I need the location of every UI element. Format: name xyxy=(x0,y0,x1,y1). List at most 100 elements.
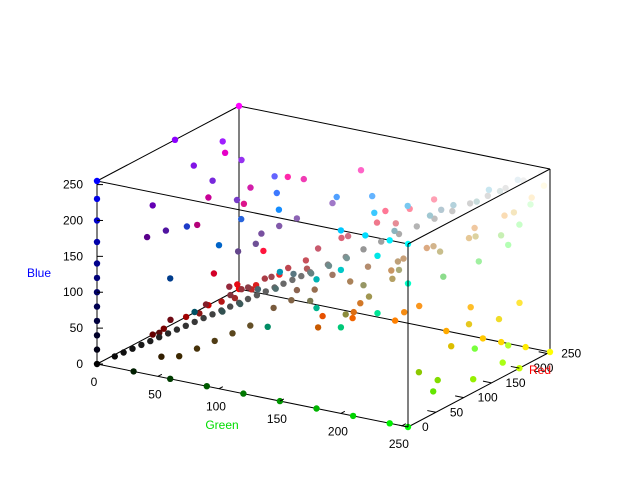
data-point xyxy=(229,330,236,337)
data-point xyxy=(233,196,241,204)
y-tick-label: 250 xyxy=(561,346,581,360)
data-point xyxy=(293,215,301,222)
data-point xyxy=(211,337,218,345)
data-point xyxy=(247,322,254,329)
data-point xyxy=(510,209,518,216)
data-point xyxy=(219,308,226,315)
data-point xyxy=(271,173,278,180)
data-point xyxy=(93,177,101,185)
data-point xyxy=(337,227,345,234)
data-point xyxy=(466,200,474,207)
base-edge-green xyxy=(96,363,409,428)
data-point xyxy=(472,233,479,240)
data-point xyxy=(149,331,156,338)
data-point xyxy=(93,317,101,325)
data-point xyxy=(167,275,174,282)
data-point xyxy=(546,348,554,356)
data-point xyxy=(436,248,444,255)
y-tick-mark xyxy=(427,410,436,413)
data-point xyxy=(93,303,101,310)
y-tick-mark xyxy=(538,351,548,354)
data-point xyxy=(364,263,372,270)
data-point xyxy=(203,383,210,390)
data-point xyxy=(347,278,354,285)
y-tick-label: 100 xyxy=(478,391,498,405)
base-edge-red xyxy=(96,288,240,365)
data-point xyxy=(285,264,292,272)
z-tick-label: 100 xyxy=(63,285,83,299)
data-point xyxy=(329,271,336,278)
data-point xyxy=(448,343,455,350)
data-point xyxy=(147,337,154,345)
x-tick-mark xyxy=(340,410,346,414)
data-point xyxy=(465,234,473,242)
y-tick-mark xyxy=(510,365,520,369)
data-point xyxy=(238,215,245,223)
data-point xyxy=(227,303,234,310)
data-point xyxy=(209,311,216,318)
data-point xyxy=(357,167,365,174)
data-points xyxy=(93,102,554,431)
data-point xyxy=(149,202,156,209)
data-point xyxy=(162,227,170,234)
data-point xyxy=(516,221,523,228)
data-point xyxy=(307,297,314,305)
z-axis-label: Blue xyxy=(27,266,51,280)
data-point xyxy=(337,266,345,274)
data-point xyxy=(360,246,367,253)
data-point xyxy=(516,365,523,372)
data-point xyxy=(450,201,457,209)
data-point xyxy=(374,252,381,259)
data-point xyxy=(395,230,403,238)
data-point xyxy=(527,201,534,208)
z-tick-label: 200 xyxy=(63,213,83,227)
data-point xyxy=(270,304,277,312)
data-point xyxy=(349,314,356,322)
data-point xyxy=(111,353,119,360)
data-point xyxy=(438,206,445,213)
data-point xyxy=(449,207,456,215)
data-point xyxy=(415,369,423,376)
data-point xyxy=(226,283,233,290)
data-point xyxy=(467,304,474,311)
data-point xyxy=(254,286,262,293)
data-point xyxy=(167,316,174,323)
data-point xyxy=(227,291,234,299)
data-point xyxy=(244,295,252,303)
data-point xyxy=(314,324,322,331)
data-point xyxy=(273,189,280,197)
base-edge-far-red xyxy=(407,351,551,428)
data-point xyxy=(210,270,218,277)
data-point xyxy=(365,293,373,300)
data-point xyxy=(471,224,478,232)
data-point xyxy=(313,276,320,283)
x-axis-label: Green xyxy=(205,418,238,432)
data-point xyxy=(431,215,438,222)
data-point xyxy=(209,177,216,184)
data-point xyxy=(234,281,241,288)
data-point xyxy=(498,338,505,346)
data-point xyxy=(313,304,320,312)
data-point xyxy=(176,353,183,360)
data-point xyxy=(93,346,101,353)
data-point xyxy=(194,221,201,229)
data-point xyxy=(443,327,450,335)
data-point xyxy=(235,102,243,110)
data-point xyxy=(300,175,307,183)
data-point xyxy=(388,267,395,274)
data-point xyxy=(143,233,151,241)
data-point xyxy=(93,238,101,246)
data-point xyxy=(522,343,529,351)
x-tick-mark xyxy=(218,386,224,390)
x-tick-mark xyxy=(157,373,163,377)
data-point xyxy=(499,359,506,366)
data-point xyxy=(200,314,207,322)
data-point xyxy=(413,223,420,230)
z-tick-label: 150 xyxy=(63,249,83,263)
data-point xyxy=(290,270,297,278)
data-point xyxy=(479,335,487,342)
data-point xyxy=(495,315,503,323)
y-tick-label: 0 xyxy=(422,420,429,434)
data-point xyxy=(191,318,198,326)
data-point xyxy=(190,162,197,169)
